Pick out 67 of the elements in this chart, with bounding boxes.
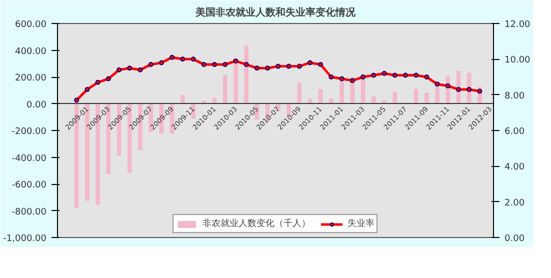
- point: [148, 62, 154, 68]
- point: [350, 78, 355, 84]
- point: [180, 56, 186, 62]
- point: [402, 72, 408, 78]
- point: [286, 64, 292, 69]
- y2-tick-label: 12.00: [504, 20, 531, 30]
- point: [392, 72, 398, 78]
- point: [414, 72, 419, 78]
- point: [244, 62, 249, 68]
- bar: [424, 92, 429, 104]
- bar: [297, 82, 302, 104]
- y2-tick-label: 4.00: [504, 162, 525, 173]
- point: [477, 88, 482, 94]
- point: [233, 58, 238, 64]
- point: [424, 74, 430, 80]
- point: [254, 66, 260, 71]
- y-tick-label: 400.00: [15, 46, 47, 57]
- point: [382, 70, 387, 76]
- point: [265, 66, 270, 71]
- point: [190, 56, 196, 62]
- point: [307, 60, 312, 66]
- point: [466, 86, 472, 92]
- chart-title: 美国非农就业人数和失业率变化情况: [194, 6, 356, 18]
- point: [127, 66, 132, 71]
- y-tick-label: -400.00: [12, 154, 47, 164]
- bar: [392, 92, 397, 104]
- y-tick-label: -600.00: [12, 180, 47, 190]
- y-tick-label: 200.00: [15, 74, 47, 84]
- point: [106, 76, 111, 82]
- bar: [244, 46, 248, 104]
- point: [201, 62, 206, 68]
- point: [170, 54, 175, 60]
- y2-tick-label: 8.00: [504, 91, 525, 102]
- bar: [318, 89, 323, 104]
- point: [158, 60, 164, 66]
- point: [95, 80, 100, 85]
- bar: [435, 87, 440, 104]
- point: [318, 62, 324, 68]
- bar: [222, 74, 228, 104]
- point: [296, 64, 302, 69]
- point: [445, 83, 450, 88]
- point: [116, 67, 122, 72]
- point: [212, 62, 217, 68]
- legend-label: 失业率: [348, 218, 374, 230]
- bar: [180, 94, 185, 104]
- y2-tick-label: 2.00: [504, 198, 525, 208]
- y2-tick-label: 6.00: [504, 127, 525, 137]
- point: [434, 82, 440, 87]
- y2-tick-label: 10.00: [504, 56, 531, 66]
- point: [222, 62, 228, 68]
- point: [74, 98, 80, 103]
- y-tick-label: -800.00: [12, 207, 47, 218]
- y-tick-label: -1,000.00: [3, 234, 47, 244]
- point: [456, 86, 461, 92]
- legend-label: 非农就业人数变化（千人）: [202, 218, 310, 230]
- bar: [371, 96, 376, 104]
- y-tick-label: 600.00: [15, 20, 47, 30]
- y-tick-label: 0.00: [26, 100, 47, 110]
- point: [339, 76, 344, 82]
- point: [276, 64, 281, 69]
- point: [138, 67, 143, 72]
- point: [371, 72, 376, 78]
- y2-tick-label: 0.00: [504, 234, 525, 244]
- y-tick-label: -200.00: [12, 127, 47, 137]
- point: [328, 74, 334, 80]
- point: [84, 86, 90, 92]
- point: [360, 74, 366, 80]
